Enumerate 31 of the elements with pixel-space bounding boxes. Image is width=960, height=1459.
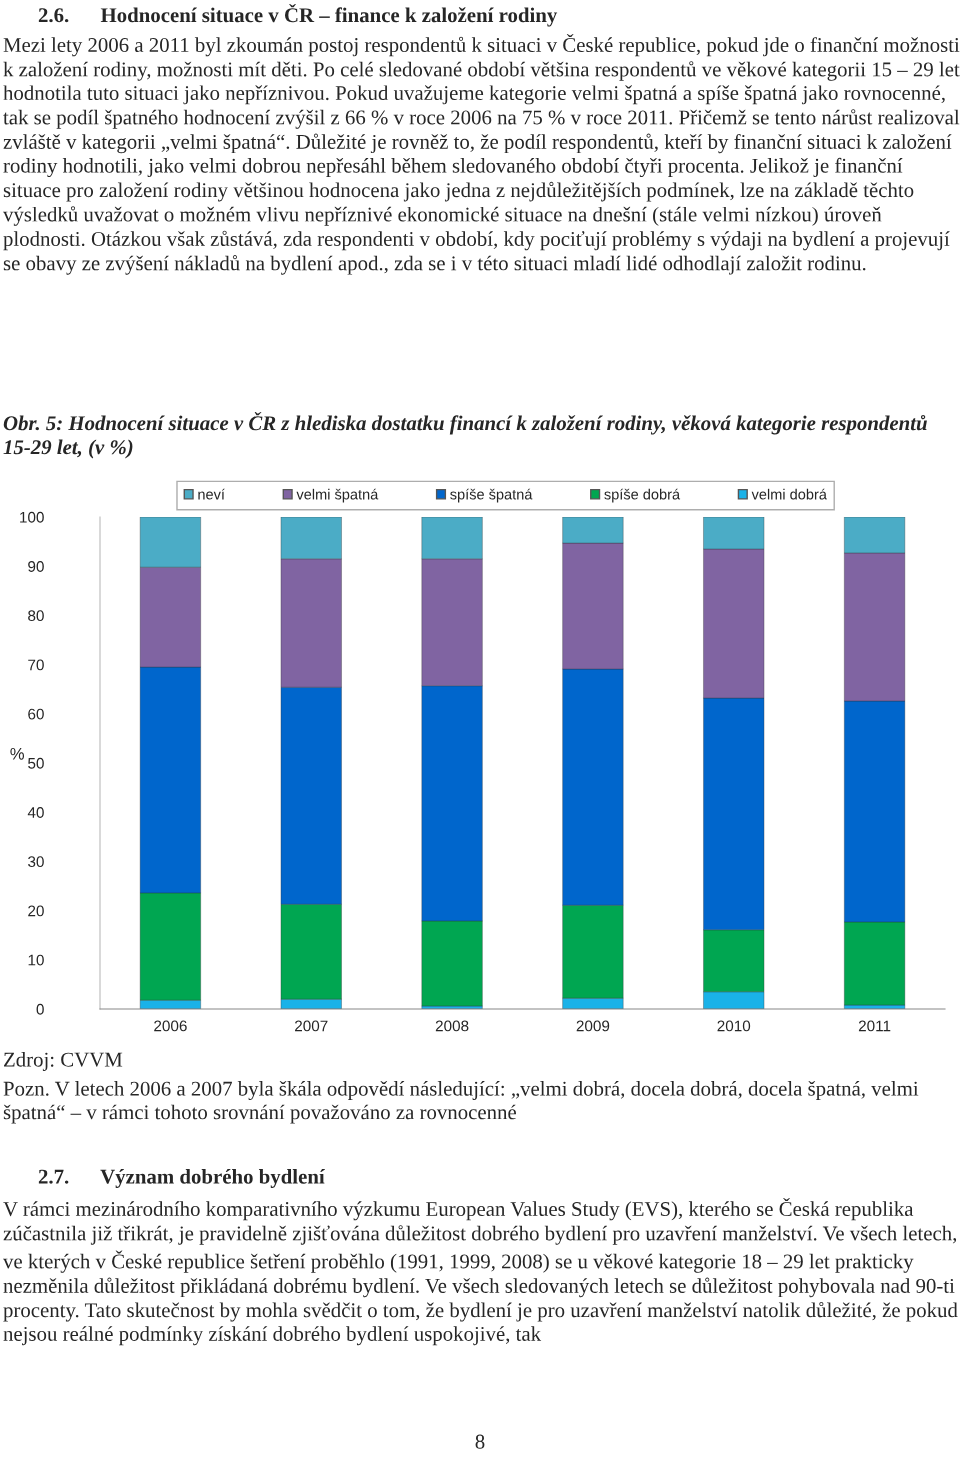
y-tick-label: 50 bbox=[28, 757, 44, 769]
y-tick-label: 30 bbox=[28, 856, 44, 868]
x-tick-label: 2011 bbox=[858, 1020, 891, 1032]
text: 8 bbox=[475, 1434, 485, 1449]
y-tick-label: 60 bbox=[28, 708, 44, 720]
x-tick-label: 2006 bbox=[154, 1020, 187, 1032]
text: Zdroj: CVVM bbox=[4, 1052, 123, 1071]
text: Pozn. V letech 2006 a 2007 byla škála odpovědí následující: „velmi dobrá, docela dobrá, docela špatná, velmi špatná“ – v rámci tohoto srovnání považováno za rovnocenné bbox=[3, 1081, 919, 1124]
text: 2.6. Hodnocení situace v ČR – finance k založení rodiny bbox=[38, 4, 558, 27]
x-tick-label: 2010 bbox=[717, 1020, 751, 1032]
y-axis-title: % bbox=[10, 747, 25, 760]
y-tick-label: 0 bbox=[36, 1003, 44, 1015]
x-tick-label: 2007 bbox=[295, 1020, 328, 1032]
y-tick-label: 40 bbox=[27, 807, 44, 818]
y-tick-label: 80 bbox=[28, 610, 44, 622]
x-tick-label: 2009 bbox=[576, 1020, 610, 1032]
legend-label: spíše dobrá bbox=[604, 488, 681, 503]
x-tick-label: 2008 bbox=[435, 1020, 469, 1032]
y-tick-label: 100 bbox=[20, 511, 44, 523]
legend-label: spíše špatná bbox=[450, 488, 533, 503]
text: V rámci mezinárodního komparativního výzkumu European Values Study (EVS), kterého se Česká republika zúčastnila již třikrát, je pravidelně zjišťována důležitost dobrého bydlení pro uzavření manželství. Ve všech letech, ve kterých v České republice šetření proběhlo (1991, 1999, 2008) se u věkové kategorie 18 – 29 let prakticky nezměnila důležitost přikládaná dobrému bydlení. Ve všech sledovaných letech se důležitost pohybovala nad 90-ti procenty. Tato skutečnost by mohla svědčit o tom, že bydlení je pro uzavření manželství natolik důležité, že pokud nejsou reálné podmínky získání dobrého bydlení uspokojivé, tak bbox=[3, 1198, 958, 1346]
text: Mezi lety 2006 a 2011 byl zkoumán postoj respondentů k situaci v České republice, pokud jde o finanční možnosti k založení rodiny, možnosti mít děti. Po celé sledované období většina respondentů ve věkové kategorii 15 – 29 let hodnotila tuto situaci jako nepříznivou. Pokud uvažujeme kategorie velmi špatná a spíše špatná jako rovnocenné, tak se podíl špatného hodnocení zvýšil z 66 % v roce 2006 na 75 % v roce 2011. Přičemž se tento nárůst realizoval zvláště v kategorii „velmi špatná“. Důležité je rovněž to, že podíl respondentů, kteří by finanční situaci k založení rodiny hodnotili, jako velmi dobrou nepřesáhl během sledovaného období čtyři procenta. Jelikož je finanční situace pro založení rodiny většinou hodnocena jako jedna z nejdůležitějších podmínek, lze na základě těchto výsledků uvažovat o možném vlivu nepříznivé ekonomické situace na dnešní (stále velmi nízkou) úroveň plodnosti. Otázkou však zůstává, zda respondenti v období, kdy pociťují problémy s výdaji na bydlení a projevují se obavy ze zvýšení nákladů na bydlení apod., zda se i v této situaci mladí lidé odhodlají založit rodinu. bbox=[3, 34, 960, 275]
legend-label: velmi špatná bbox=[296, 488, 379, 503]
y-tick-label: 20 bbox=[28, 905, 44, 917]
y-tick-label: 70 bbox=[28, 659, 44, 671]
legend-label: velmi dobrá bbox=[751, 488, 827, 500]
y-tick-label: 10 bbox=[28, 954, 44, 966]
legend-label: neví bbox=[198, 488, 225, 500]
chart-title: Obr. 5: Hodnocení situace v ČR z hlediska dostatku financí k založení rodiny, věková kategorie respondentů 15-29 let, (v %) bbox=[3, 412, 927, 459]
y-tick-label: 90 bbox=[28, 561, 44, 572]
text: 2.7. Význam dobrého bydlení bbox=[38, 1169, 325, 1188]
